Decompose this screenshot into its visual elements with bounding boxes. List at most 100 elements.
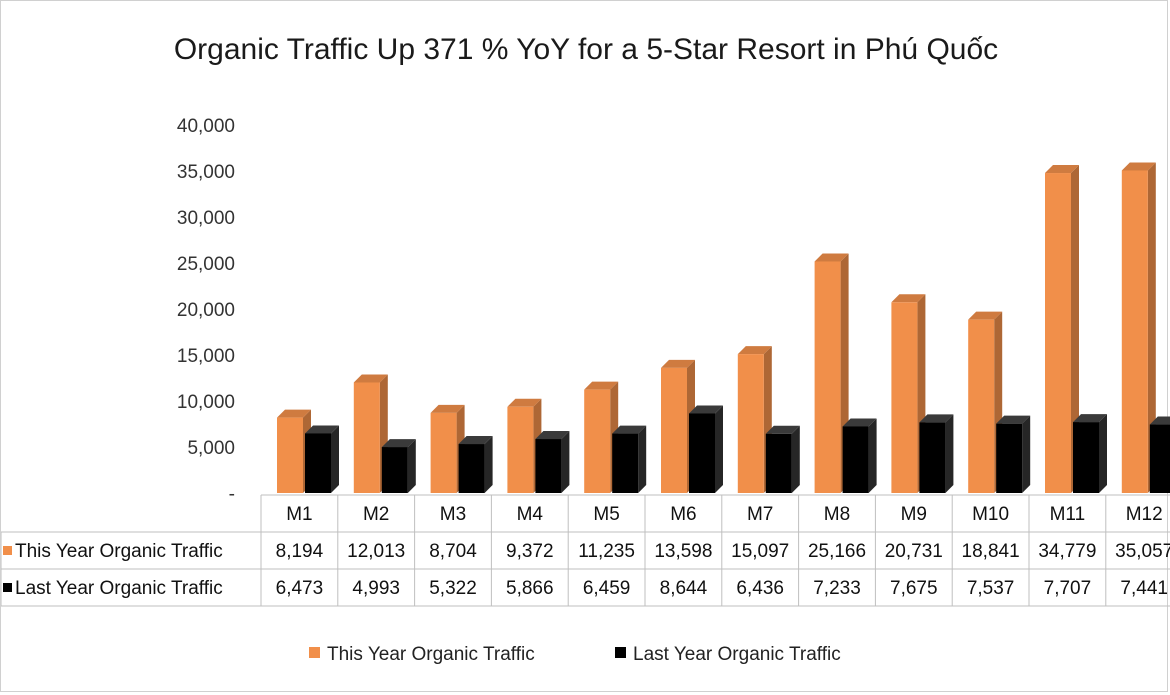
bar-last-year [996, 415, 1031, 493]
category-label: M5 [593, 504, 619, 525]
bar-top [458, 436, 493, 445]
bar-side [868, 418, 877, 493]
y-tick-label: 20,000 [177, 300, 235, 321]
bar-side [715, 405, 723, 493]
category-label: M12 [1126, 504, 1163, 525]
bar-top [842, 418, 877, 427]
bar-top [305, 425, 339, 434]
category-label: M3 [440, 504, 466, 525]
legend-swatch [309, 647, 320, 658]
bar-front [507, 406, 534, 493]
bar-front [814, 261, 841, 493]
bar-top [507, 398, 542, 407]
data-label: 8,194 [276, 541, 324, 562]
bar-side [1071, 165, 1079, 493]
legend-swatch [615, 647, 626, 658]
legend-label: This Year Organic Traffic [327, 644, 535, 665]
bar-last-year [1149, 416, 1170, 493]
y-tick-label: 10,000 [177, 392, 235, 413]
data-label: 4,993 [352, 578, 400, 599]
bar-side [331, 425, 339, 493]
bar-side [484, 436, 493, 493]
bar-top [277, 409, 311, 418]
data-table: M1 M2 M3 M4 M5 M6 M7 M8 M9 M10 M11 M12 This Year Org… [1, 494, 1170, 607]
bar-last-year [305, 425, 339, 493]
bar-front [842, 426, 869, 493]
bar-front [1045, 173, 1071, 493]
category-label: M9 [901, 504, 927, 525]
table-series-name: This Year Organic Traffic [15, 541, 223, 562]
bar-front [430, 412, 457, 493]
bar-last-year [535, 431, 570, 493]
bar-top [891, 294, 926, 303]
bar-top [535, 431, 570, 440]
bar-this-year [353, 374, 388, 493]
bar-last-year [689, 405, 723, 493]
bar-front [535, 439, 562, 493]
bar-front [919, 422, 946, 493]
bar-side [1147, 162, 1156, 494]
bar-front [737, 354, 764, 493]
bar-top [968, 311, 1003, 320]
data-label: 6,459 [583, 578, 631, 599]
bar-top [765, 425, 800, 434]
bar-top [1045, 165, 1079, 174]
bar-side [791, 425, 800, 493]
bar-top [1073, 414, 1107, 423]
bar-front [1121, 170, 1148, 494]
table-series-swatch [3, 583, 12, 592]
bar-side [1022, 415, 1031, 493]
bar-front [765, 433, 792, 493]
chart-title: Organic Traffic Up 371 % YoY for a 5-Sta… [174, 33, 998, 66]
bar-front [584, 389, 611, 493]
data-label: 15,097 [731, 541, 789, 562]
data-label: 25,166 [808, 541, 866, 562]
category-label: M1 [286, 504, 312, 525]
bar-top [737, 346, 772, 355]
data-label: 7,233 [813, 578, 861, 599]
bar-front [661, 367, 687, 493]
bar-top [612, 425, 647, 434]
data-label: 34,779 [1038, 541, 1096, 562]
bar-last-year [842, 418, 877, 493]
bar-front [689, 413, 715, 493]
bar-top [353, 374, 388, 383]
bars-layer [277, 162, 1170, 494]
data-label: 7,707 [1044, 578, 1092, 599]
bar-last-year [1073, 414, 1107, 493]
data-label: 7,537 [967, 578, 1015, 599]
bar-side [407, 439, 416, 493]
table-series-name: Last Year Organic Traffic [15, 578, 223, 599]
data-label: 7,675 [890, 578, 938, 599]
bar-last-year [765, 425, 800, 493]
y-axis: - 5,000 10,000 15,000 20,000 25,000 30,000 35,0… [177, 116, 235, 505]
data-label: 5,322 [429, 578, 477, 599]
y-tick-label: 35,000 [177, 162, 235, 183]
y-tick-label: 30,000 [177, 208, 235, 229]
bar-top [996, 415, 1031, 424]
legend-label: Last Year Organic Traffic [633, 644, 841, 665]
bar-side [945, 414, 954, 493]
y-tick-label: 15,000 [177, 346, 235, 367]
bar-this-year [1045, 165, 1079, 493]
bar-last-year [612, 425, 647, 493]
data-label: 13,598 [654, 541, 712, 562]
bar-front [353, 382, 380, 493]
y-tick-label: - [229, 484, 235, 505]
data-label: 5,866 [506, 578, 554, 599]
category-label: M8 [824, 504, 850, 525]
y-tick-label: 40,000 [177, 116, 235, 137]
category-label: M4 [517, 504, 544, 525]
bar-last-year [919, 414, 954, 493]
legend: This Year Organic Traffic Last Year Organ… [309, 644, 841, 665]
data-label: 12,013 [347, 541, 405, 562]
data-label: 18,841 [962, 541, 1020, 562]
y-tick-label: 25,000 [177, 254, 235, 275]
bar-top [584, 381, 619, 390]
data-label: 20,731 [885, 541, 943, 562]
bar-top [919, 414, 954, 423]
bar-front [381, 447, 408, 493]
data-label: 35,057 [1115, 541, 1170, 562]
y-tick-label: 5,000 [187, 438, 235, 459]
